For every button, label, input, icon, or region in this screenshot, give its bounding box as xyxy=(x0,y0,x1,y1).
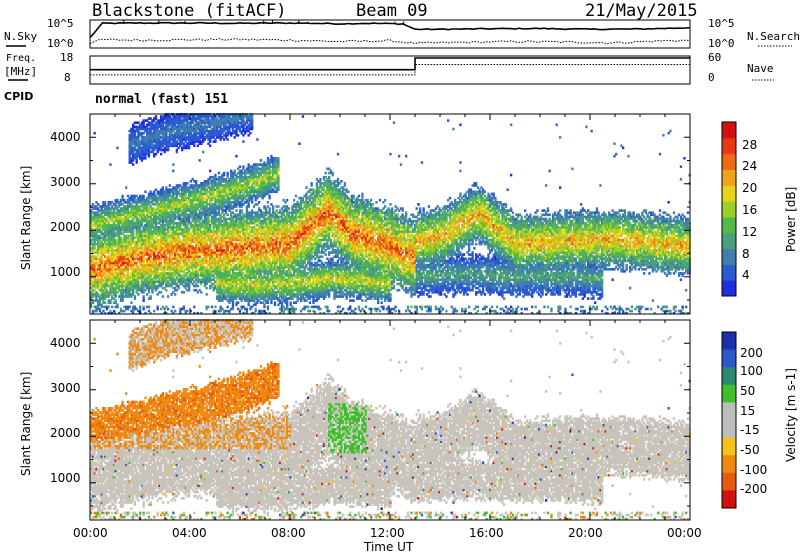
power-colorbar-segment xyxy=(722,169,736,186)
nsearch-tick-high: 10^5 xyxy=(708,17,735,30)
power-cbar-tick: 8 xyxy=(742,247,750,261)
xtick-5: 20:00 xyxy=(568,526,603,540)
freq-panel-frame xyxy=(89,55,691,85)
nsky-label: N.Sky xyxy=(4,30,37,43)
velocity-colorbar-segment xyxy=(722,420,736,439)
velocity-cbar-label: Velocity [m s-1] xyxy=(784,368,798,462)
velocity-cbar-tick: 15 xyxy=(740,404,755,418)
power-ytick: 3000 xyxy=(50,175,81,189)
velocity-heatmap-cells xyxy=(90,319,691,521)
velocity-ytick: 4000 xyxy=(50,336,81,350)
velocity-cbar-tick: -100 xyxy=(740,463,767,477)
nave-label: Nave xyxy=(747,62,774,75)
xtick-2: 08:00 xyxy=(271,526,306,540)
velocity-cbar-tick: -50 xyxy=(740,443,760,457)
power-colorbar-segment xyxy=(722,153,736,170)
velocity-colorbar-frame xyxy=(721,331,737,509)
freq-tick-low: 8 xyxy=(64,71,71,84)
velocity-colorbar-segment xyxy=(722,349,736,368)
power-heatmap-cells xyxy=(90,113,691,315)
velocity-cbar-tick: 100 xyxy=(740,364,763,378)
series-line-nsky xyxy=(89,21,691,38)
velocity-colorbar-segment xyxy=(722,490,736,509)
noise-panel-frame xyxy=(89,19,691,49)
freq-unit-label: [MHz] xyxy=(4,65,37,78)
xtick-4: 16:00 xyxy=(469,526,504,540)
freq-label: Freq. xyxy=(6,53,36,64)
nsky-tick-low: 10^0 xyxy=(47,37,74,50)
nsearch-tick-low: 10^0 xyxy=(708,37,735,50)
power-colorbar-frame xyxy=(721,121,737,297)
power-cbar-tick: 12 xyxy=(742,225,757,239)
power-colorbar-segment xyxy=(722,137,736,155)
xtick-0: 00:00 xyxy=(73,526,108,540)
nsearch-label: N.Search xyxy=(747,30,800,43)
velocity-colorbar-segment xyxy=(722,367,736,386)
velocity-colorbar-segment xyxy=(722,472,736,491)
nave-tick-low: 0 xyxy=(708,71,715,84)
power-colorbar-segment xyxy=(722,185,736,202)
velocity-ytick: 2000 xyxy=(50,426,81,440)
power-ytick: 1000 xyxy=(50,265,81,279)
cpid-value: normal (fast) 151 xyxy=(95,92,228,107)
nsky-tick-high: 10^5 xyxy=(47,17,74,30)
series-line-freq xyxy=(90,57,690,71)
velocity-cbar-tick: 200 xyxy=(740,346,763,360)
power-cbar-tick: 16 xyxy=(742,203,757,217)
velocity-colorbar-segment xyxy=(722,384,736,403)
power-ylabel: Slant Range [km] xyxy=(19,166,33,270)
power-cbar-tick: 24 xyxy=(742,159,757,173)
velocity-colorbar-segment xyxy=(722,455,736,474)
power-ytick: 4000 xyxy=(50,130,81,144)
series-line-nave xyxy=(90,64,690,76)
power-colorbar-segment xyxy=(722,122,736,139)
velocity-ytick: 1000 xyxy=(50,471,81,485)
velocity-colorbar-segment xyxy=(722,332,736,351)
xtick-1: 04:00 xyxy=(172,526,207,540)
power-cbar-label: Power [dB] xyxy=(784,187,798,252)
beam-title: Beam 09 xyxy=(356,1,428,21)
velocity-cbar-tick: -15 xyxy=(740,423,760,437)
xtick-6: 00:00 xyxy=(667,526,702,540)
velocity-colorbar-segment xyxy=(722,437,736,456)
velocity-colorbar-segment xyxy=(722,402,736,421)
power-colorbar-segment xyxy=(722,232,736,250)
power-colorbar-segment xyxy=(722,248,736,265)
velocity-cbar-tick: 50 xyxy=(740,384,755,398)
freq-tick-high: 18 xyxy=(60,51,73,64)
velocity-ytick: 3000 xyxy=(50,381,81,395)
power-colorbar-segment xyxy=(722,264,736,281)
power-colorbar-segment xyxy=(722,201,736,218)
power-cbar-tick: 4 xyxy=(742,268,750,282)
cpid-label: CPID xyxy=(4,90,33,103)
power-cbar-tick: 20 xyxy=(742,181,757,195)
power-colorbar-segment xyxy=(722,216,736,234)
nave-tick-high: 60 xyxy=(708,51,721,64)
xaxis-label: Time UT xyxy=(364,540,413,554)
velocity-cbar-tick: -200 xyxy=(740,482,767,496)
station-title: Blackstone (fitACF) xyxy=(92,1,286,21)
power-colorbar-segment xyxy=(722,280,736,297)
date-title: 21/May/2015 xyxy=(585,1,698,21)
xtick-3: 12:00 xyxy=(370,526,405,540)
power-cbar-tick: 28 xyxy=(742,138,757,152)
series-line-nsearch xyxy=(89,37,690,45)
power-ytick: 2000 xyxy=(50,220,81,234)
velocity-ylabel: Slant Range [km] xyxy=(19,372,33,476)
